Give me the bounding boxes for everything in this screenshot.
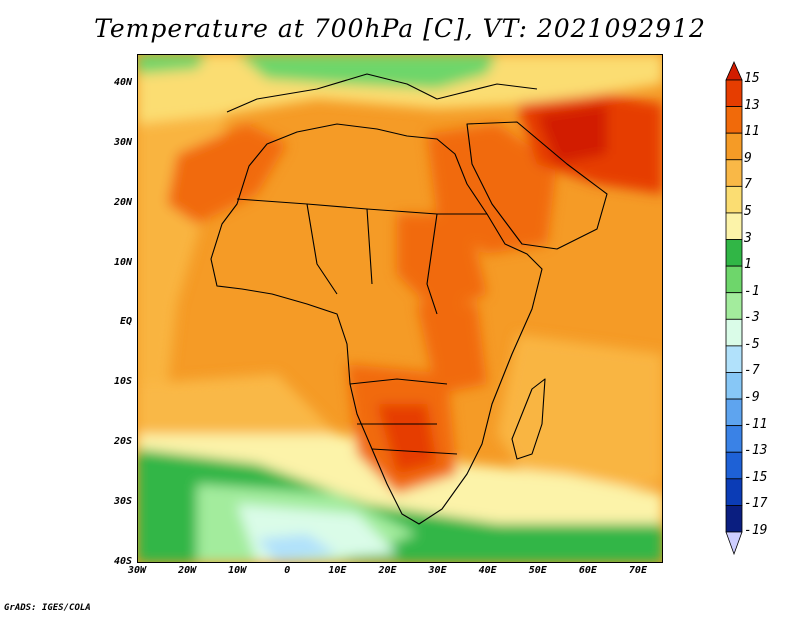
arabia-coastline bbox=[466, 121, 608, 250]
field-south-blue bbox=[257, 534, 337, 563]
field-kalahari-hot bbox=[377, 404, 437, 474]
colorbar-tick-label: -17 bbox=[744, 496, 768, 512]
lon-tick-label: 50E bbox=[528, 565, 547, 576]
field-nw-green bbox=[137, 54, 207, 74]
colorbar-swatch bbox=[725, 265, 743, 294]
lon-tick-label: 10E bbox=[328, 565, 347, 576]
lon-tick-label: 40E bbox=[478, 565, 497, 576]
colorbar-arrow-bottom bbox=[725, 531, 743, 556]
lon-tick-label: 10W bbox=[228, 565, 247, 576]
field-med-green bbox=[237, 54, 497, 89]
chart-title: Temperature at 700hPa [C], VT: 202109291… bbox=[94, 14, 706, 43]
temperature-map bbox=[137, 54, 663, 563]
colorbar-swatch bbox=[725, 478, 743, 506]
lat-tick-label: 20S bbox=[113, 436, 132, 448]
colorbar-tick-label: -1 bbox=[744, 283, 760, 299]
lon-tick-label: 20E bbox=[378, 565, 397, 576]
colorbar-tick-label: 7 bbox=[744, 177, 752, 193]
colorbar-swatch bbox=[725, 425, 743, 453]
colorbar-tick-label: -13 bbox=[744, 443, 768, 459]
lat-tick-label: EQ bbox=[119, 316, 132, 328]
colorbar-swatch bbox=[725, 79, 743, 107]
colorbar-tick-label: -3 bbox=[744, 310, 760, 326]
border-south bbox=[349, 378, 458, 455]
credit-text: GrADS: IGES/COLA bbox=[4, 603, 91, 613]
colorbar-tick-label: -11 bbox=[744, 416, 768, 432]
field-indian-ocean bbox=[497, 334, 663, 494]
colorbar-swatch bbox=[725, 239, 743, 267]
colorbar-tick-label: -5 bbox=[744, 336, 760, 352]
lon-tick-label: 30W bbox=[127, 565, 147, 576]
lat-tick-label: 40S bbox=[113, 556, 132, 567]
europe-coastline bbox=[226, 73, 538, 113]
colorbar-swatch bbox=[725, 185, 743, 214]
field-great-lakes-warm bbox=[417, 304, 487, 394]
lat-tick-label: 10S bbox=[113, 376, 132, 388]
colorbar-swatch bbox=[725, 451, 743, 480]
colorbar-swatch bbox=[725, 132, 743, 161]
lon-tick-label: 70E bbox=[628, 565, 647, 576]
field-sudan-warm bbox=[397, 214, 487, 314]
colorbar-tick-label: -15 bbox=[744, 469, 768, 485]
lon-tick-label: 60E bbox=[578, 565, 597, 576]
colorbar-tick-label: 11 bbox=[744, 124, 760, 140]
madagascar-coastline bbox=[511, 378, 546, 460]
colorbar-tick-label: 9 bbox=[744, 150, 752, 166]
colorbar-swatch bbox=[725, 318, 743, 347]
colorbar-swatch bbox=[725, 345, 743, 373]
lon-tick-label: 20W bbox=[178, 565, 197, 576]
colorbar-swatch bbox=[725, 292, 743, 320]
africa-coastline bbox=[210, 123, 543, 525]
lat-tick-label: 30S bbox=[113, 496, 132, 508]
colorbar-tick-label: 1 bbox=[744, 257, 752, 273]
lon-tick-label: 30E bbox=[428, 565, 447, 576]
lat-tick-label: 30N bbox=[113, 136, 132, 148]
colorbar bbox=[725, 61, 743, 556]
field-iran-hot bbox=[537, 104, 607, 164]
colorbar-tick-label: -7 bbox=[744, 363, 760, 379]
colorbar-swatch bbox=[725, 159, 743, 187]
colorbar-tick-label: -9 bbox=[744, 390, 760, 406]
map-frame bbox=[137, 54, 663, 563]
colorbar-arrow-top bbox=[725, 61, 743, 81]
border-central bbox=[306, 203, 438, 315]
colorbar-tick-label: 15 bbox=[744, 71, 760, 86]
lat-tick-label: 20N bbox=[113, 196, 132, 208]
colorbar-tick-label: 13 bbox=[744, 97, 760, 113]
colorbar-swatch bbox=[725, 212, 743, 240]
colorbar-swatch bbox=[725, 372, 743, 400]
lat-tick-label: 40N bbox=[113, 76, 132, 88]
colorbar-swatch bbox=[725, 505, 743, 533]
colorbar-tick-label: -19 bbox=[744, 523, 768, 538]
field-sahara-warm bbox=[167, 124, 287, 224]
colorbar-tick-label: 3 bbox=[744, 230, 752, 246]
colorbar-swatch bbox=[725, 398, 743, 427]
colorbar-tick-label: 5 bbox=[744, 203, 752, 219]
colorbar-swatch bbox=[725, 106, 743, 134]
lat-tick-label: 10N bbox=[113, 256, 132, 268]
lon-tick-label: 0 bbox=[284, 565, 291, 576]
